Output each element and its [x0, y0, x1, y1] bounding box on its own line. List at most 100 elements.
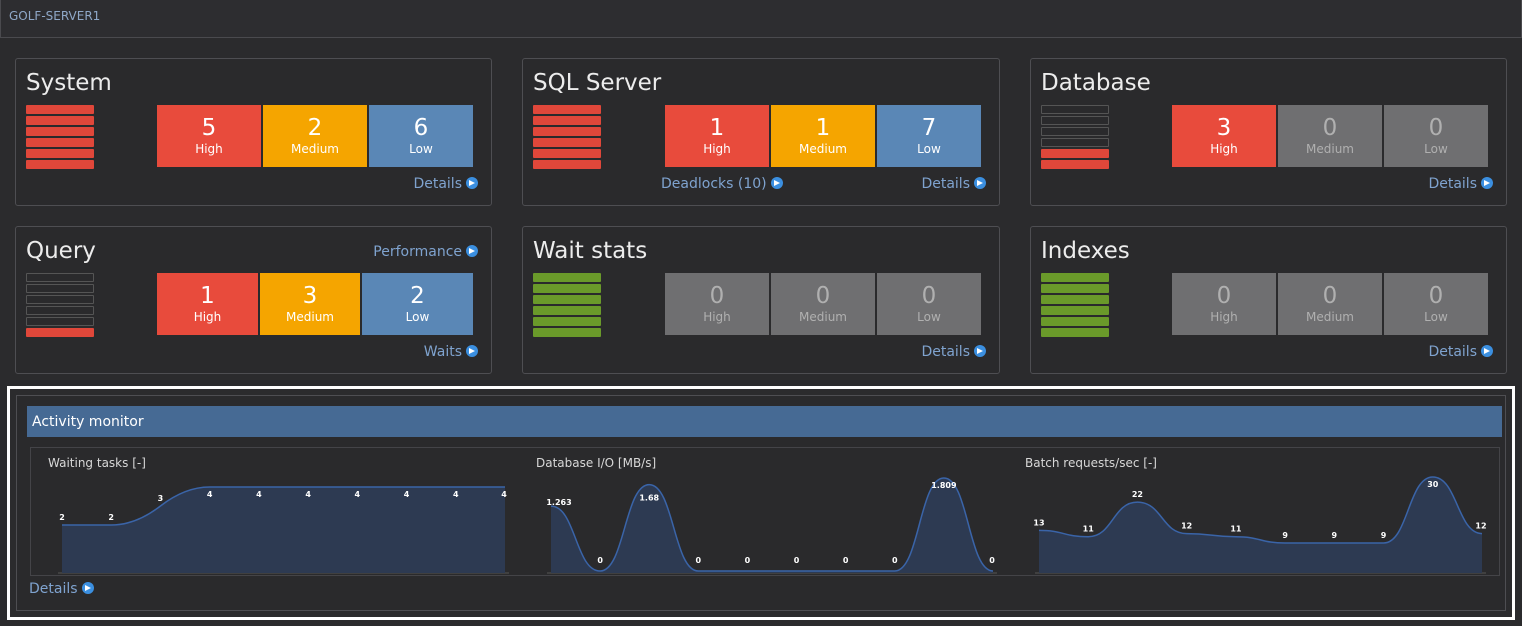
level-bar-segment — [1041, 127, 1109, 136]
chart-point-label: 2 — [59, 513, 65, 522]
severity-tile-high[interactable]: 3 High — [1172, 105, 1276, 167]
tile-count: 6 — [413, 115, 429, 141]
level-bar-segment — [1041, 105, 1109, 114]
tile-label: Low — [409, 142, 433, 156]
panel-title: Query — [26, 238, 96, 264]
level-bar-segment — [26, 138, 94, 147]
arrow-right-icon — [466, 245, 478, 257]
tile-label: Medium — [291, 142, 339, 156]
level-bar-segment — [1041, 306, 1109, 315]
panel-indexes: Indexes 0 High 0 Medium 0 Low Details — [1030, 226, 1507, 374]
severity-tile-low[interactable]: 2 Low — [362, 273, 473, 335]
severity-level-bars — [26, 105, 94, 171]
chart-point-label: 4 — [256, 490, 262, 499]
panel-system: System 5 High 2 Medium 6 Low Details — [15, 58, 492, 206]
level-bar-segment — [533, 273, 601, 282]
level-bar-segment — [1041, 317, 1109, 326]
details-link[interactable]: Details — [1428, 344, 1493, 360]
level-bar-segment — [533, 138, 601, 147]
level-bar-segment — [533, 160, 601, 169]
chart-series-line — [550, 477, 994, 572]
deadlocks-link[interactable]: Deadlocks (10) — [661, 176, 783, 192]
severity-tile-low[interactable]: 0 Low — [1384, 273, 1488, 335]
severity-level-bars — [1041, 273, 1109, 339]
severity-tiles: 3 High 0 Medium 0 Low — [1172, 105, 1490, 167]
level-bar-segment — [26, 116, 94, 125]
severity-tile-high[interactable]: 0 High — [1172, 273, 1276, 335]
severity-tile-medium[interactable]: 1 Medium — [771, 105, 875, 167]
activity-monitor-header[interactable]: Activity monitor — [27, 406, 1502, 437]
chart-point-label: 11 — [1083, 525, 1095, 534]
chart-point-label: 4 — [404, 490, 410, 499]
activity-monitor-title: Activity monitor — [32, 414, 144, 430]
severity-tiles: 1 High 3 Medium 2 Low — [157, 273, 475, 335]
level-bar-segment — [26, 306, 94, 315]
chart-title-database-io: Database I/O [MB/s] — [536, 456, 657, 470]
activity-monitor-frame: Activity monitor Waiting tasks [-] Datab… — [7, 386, 1515, 620]
arrow-right-icon — [466, 345, 478, 357]
chart-point-label: 3 — [158, 494, 164, 503]
details-link[interactable]: Details — [1428, 176, 1493, 192]
level-bar-segment — [533, 306, 601, 315]
tile-count: 0 — [921, 283, 937, 309]
chart-point-label: 1.68 — [639, 494, 659, 503]
level-bar-segment — [26, 295, 94, 304]
chart-point-label: 22 — [1132, 490, 1143, 499]
severity-tile-low[interactable]: 0 Low — [877, 273, 981, 335]
level-bar-segment — [533, 284, 601, 293]
level-bar-segment — [1041, 138, 1109, 147]
tile-count: 0 — [1322, 283, 1338, 309]
chart-point-label: 1.809 — [931, 481, 957, 490]
severity-tile-medium[interactable]: 3 Medium — [260, 273, 360, 335]
tile-count: 0 — [815, 283, 831, 309]
arrow-right-icon — [974, 177, 986, 189]
chart-area-fill — [551, 478, 993, 573]
level-bar-segment — [1041, 284, 1109, 293]
chart-series-line — [1038, 476, 1483, 544]
waits-link[interactable]: Waits — [424, 344, 478, 360]
tile-label: High — [703, 310, 731, 324]
level-bar-segment — [26, 149, 94, 158]
panel-sql-server: SQL Server 1 High 1 Medium 7 Low Deadlocks (1… — [522, 58, 1000, 206]
level-bar-segment — [1041, 149, 1109, 158]
tile-count: 5 — [201, 115, 217, 141]
severity-tiles: 5 High 2 Medium 6 Low — [157, 105, 475, 167]
tile-label: Low — [917, 142, 941, 156]
details-link[interactable]: Details — [921, 344, 986, 360]
severity-tile-high[interactable]: 1 High — [157, 273, 258, 335]
severity-tile-medium[interactable]: 0 Medium — [1278, 105, 1382, 167]
tile-count: 0 — [1428, 115, 1444, 141]
severity-tile-high[interactable]: 0 High — [665, 273, 769, 335]
severity-tile-medium[interactable]: 0 Medium — [1278, 273, 1382, 335]
chart-point-label: 9 — [1332, 531, 1338, 540]
panel-title: SQL Server — [533, 70, 662, 96]
severity-tile-high[interactable]: 5 High — [157, 105, 261, 167]
tile-label: Medium — [799, 142, 847, 156]
tile-label: High — [195, 142, 223, 156]
severity-tiles: 0 High 0 Medium 0 Low — [665, 273, 983, 335]
tile-count: 2 — [307, 115, 323, 141]
details-link[interactable]: Details — [921, 176, 986, 192]
severity-tile-low[interactable]: 6 Low — [369, 105, 473, 167]
performance-link[interactable]: Performance — [373, 244, 478, 260]
tile-label: Medium — [1306, 142, 1354, 156]
severity-tile-low[interactable]: 7 Low — [877, 105, 981, 167]
arrow-right-icon — [1481, 177, 1493, 189]
severity-tile-medium[interactable]: 2 Medium — [263, 105, 367, 167]
details-link[interactable]: Details — [413, 176, 478, 192]
arrow-right-icon — [81, 582, 94, 594]
server-name[interactable]: GOLF-SERVER1 — [9, 9, 101, 23]
severity-tile-high[interactable]: 1 High — [665, 105, 769, 167]
level-bar-segment — [533, 149, 601, 158]
tile-count: 3 — [302, 283, 318, 309]
activity-details-link[interactable]: Details — [29, 581, 94, 597]
tile-count: 1 — [815, 115, 831, 141]
panel-title: Wait stats — [533, 238, 648, 264]
chart-point-label: 4 — [305, 490, 311, 499]
panel-query: Query Performance 1 High 3 Medium 2 Low Waits — [15, 226, 492, 374]
chart-point-label: 2 — [108, 513, 114, 522]
severity-tile-medium[interactable]: 0 Medium — [771, 273, 875, 335]
severity-tile-low[interactable]: 0 Low — [1384, 105, 1488, 167]
activity-charts: Waiting tasks [-] Database I/O [MB/s] Ba… — [30, 447, 1500, 576]
tile-label: High — [703, 142, 731, 156]
